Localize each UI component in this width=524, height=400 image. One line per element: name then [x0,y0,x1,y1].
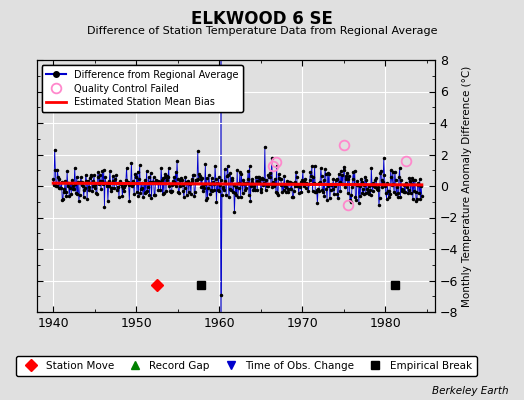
Text: Berkeley Earth: Berkeley Earth [432,386,508,396]
Legend: Station Move, Record Gap, Time of Obs. Change, Empirical Break: Station Move, Record Gap, Time of Obs. C… [16,356,477,376]
Text: ELKWOOD 6 SE: ELKWOOD 6 SE [191,10,333,28]
Legend: Difference from Regional Average, Quality Control Failed, Estimated Station Mean: Difference from Regional Average, Qualit… [41,65,243,112]
Y-axis label: Monthly Temperature Anomaly Difference (°C): Monthly Temperature Anomaly Difference (… [463,65,473,307]
Text: Difference of Station Temperature Data from Regional Average: Difference of Station Temperature Data f… [87,26,437,36]
